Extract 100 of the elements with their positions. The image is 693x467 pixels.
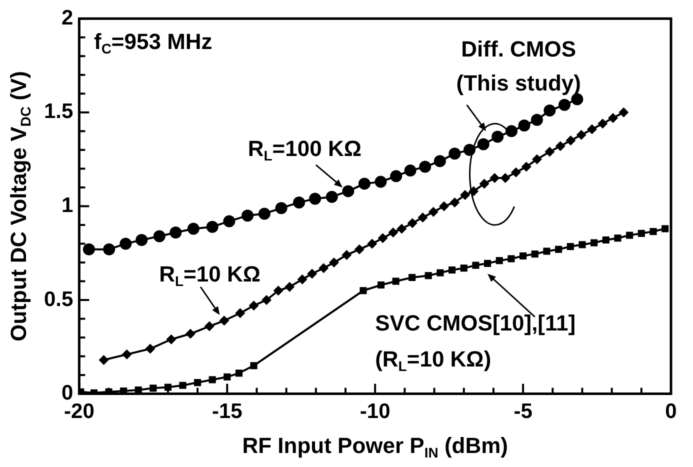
point bbox=[428, 206, 438, 217]
point bbox=[390, 170, 402, 182]
point bbox=[544, 104, 556, 117]
point bbox=[419, 160, 432, 173]
point bbox=[358, 178, 370, 190]
point bbox=[354, 244, 364, 254]
point bbox=[608, 113, 618, 124]
point bbox=[166, 334, 176, 344]
point bbox=[555, 246, 562, 253]
point bbox=[377, 281, 385, 289]
point bbox=[120, 238, 132, 250]
point bbox=[122, 349, 132, 360]
point bbox=[518, 120, 530, 132]
point bbox=[448, 266, 456, 274]
point bbox=[558, 98, 570, 111]
point bbox=[328, 257, 339, 268]
point bbox=[626, 232, 634, 239]
point bbox=[170, 226, 182, 238]
point bbox=[103, 243, 116, 256]
point bbox=[424, 272, 432, 280]
point bbox=[496, 257, 503, 264]
point bbox=[98, 355, 109, 366]
point bbox=[136, 234, 148, 246]
point bbox=[434, 155, 446, 168]
point bbox=[578, 241, 586, 248]
x-tick-label: -5 bbox=[514, 400, 533, 424]
point bbox=[309, 192, 322, 205]
point bbox=[408, 274, 416, 282]
point bbox=[576, 130, 586, 140]
point bbox=[638, 230, 645, 237]
point bbox=[586, 124, 597, 134]
point bbox=[521, 162, 532, 172]
point bbox=[242, 210, 254, 222]
point bbox=[360, 287, 367, 294]
point bbox=[662, 225, 669, 232]
point bbox=[396, 224, 407, 234]
point bbox=[275, 202, 288, 214]
point bbox=[145, 344, 156, 354]
y-tick-label: 2 bbox=[62, 6, 74, 30]
point bbox=[374, 176, 387, 188]
y-tick-label: 0.5 bbox=[44, 288, 74, 311]
point bbox=[618, 107, 629, 118]
point bbox=[273, 286, 284, 296]
point bbox=[544, 146, 555, 157]
point bbox=[448, 148, 461, 160]
point bbox=[318, 263, 329, 274]
point bbox=[392, 278, 400, 285]
point bbox=[479, 178, 490, 189]
point bbox=[598, 118, 608, 129]
point bbox=[520, 252, 527, 260]
point bbox=[614, 234, 622, 242]
point bbox=[185, 328, 196, 339]
point bbox=[248, 300, 259, 311]
point bbox=[250, 362, 258, 370]
point bbox=[235, 308, 246, 318]
point bbox=[223, 215, 236, 228]
point bbox=[204, 321, 214, 332]
x-tick-label: -15 bbox=[212, 400, 243, 424]
point bbox=[179, 382, 186, 389]
point bbox=[532, 154, 542, 164]
point bbox=[500, 173, 510, 184]
point bbox=[566, 243, 574, 250]
point bbox=[388, 227, 398, 238]
point bbox=[208, 376, 216, 384]
point bbox=[284, 282, 295, 292]
point bbox=[492, 130, 504, 143]
point bbox=[404, 164, 416, 177]
point bbox=[224, 373, 231, 380]
point bbox=[153, 230, 166, 242]
point bbox=[530, 114, 543, 126]
point bbox=[508, 255, 515, 262]
point bbox=[258, 208, 270, 220]
point bbox=[510, 167, 521, 178]
point bbox=[450, 197, 460, 208]
y-axis-title: Output DC Voltage VDC (V) bbox=[6, 71, 34, 342]
point bbox=[543, 248, 550, 255]
point bbox=[367, 238, 378, 249]
point bbox=[342, 250, 352, 260]
point bbox=[531, 250, 538, 258]
point bbox=[650, 228, 657, 236]
point bbox=[262, 295, 272, 305]
y-tick-label: 1.5 bbox=[44, 100, 74, 124]
point bbox=[187, 222, 200, 235]
point bbox=[472, 262, 480, 269]
point bbox=[194, 379, 202, 386]
point bbox=[460, 264, 468, 272]
point bbox=[477, 138, 490, 150]
point bbox=[164, 384, 172, 391]
point bbox=[484, 260, 492, 267]
point bbox=[460, 190, 470, 200]
point bbox=[326, 190, 338, 203]
point bbox=[506, 125, 518, 138]
point bbox=[418, 212, 428, 222]
point bbox=[206, 220, 218, 233]
point bbox=[602, 236, 610, 244]
x-tick-label: -10 bbox=[360, 400, 390, 424]
point bbox=[297, 274, 308, 284]
point bbox=[378, 233, 388, 244]
point bbox=[235, 370, 243, 377]
annotation: Diff. CMOS (This study) bbox=[456, 36, 581, 96]
